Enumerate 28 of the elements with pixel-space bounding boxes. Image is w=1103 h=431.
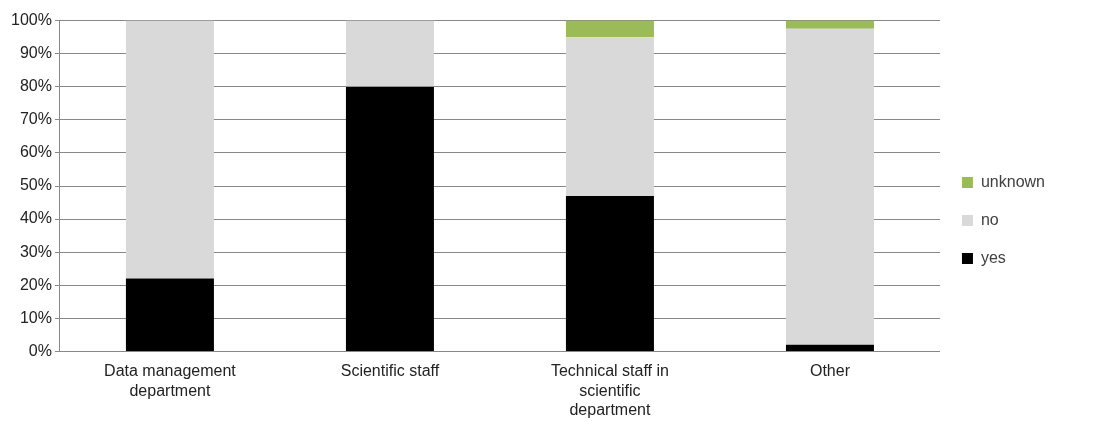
bar: [565, 37, 654, 196]
legend-label: no: [980, 210, 999, 228]
bar: [565, 20, 654, 38]
bar: [345, 86, 434, 351]
x-tick-label: Data management department: [104, 362, 237, 399]
bar: [785, 20, 874, 29]
bar: [125, 20, 214, 279]
y-tick-label: 70%: [19, 110, 52, 128]
y-tick-label: 20%: [19, 275, 52, 293]
y-tick-label: 80%: [19, 77, 52, 95]
bar: [125, 278, 214, 351]
y-tick-label: 0%: [28, 341, 52, 359]
y-tick-label: 50%: [19, 176, 52, 194]
bar: [785, 28, 874, 345]
bar: [565, 195, 654, 351]
y-tick-label: 10%: [19, 308, 52, 326]
y-tick-label: 90%: [19, 44, 52, 62]
legend-label: yes: [980, 248, 1006, 266]
x-tick-label: Technical staff in scientific department: [550, 362, 669, 418]
y-tick-label: 30%: [19, 242, 52, 260]
bar: [345, 20, 434, 87]
y-tick-label: 60%: [19, 143, 52, 161]
x-tick-label: Scientific staff: [340, 362, 440, 380]
legend-label: unknown: [980, 172, 1045, 190]
bar: [785, 344, 874, 351]
y-tick-label: 100%: [11, 11, 52, 29]
x-tick-label: Other: [809, 362, 851, 380]
y-tick-label: 40%: [19, 209, 52, 227]
